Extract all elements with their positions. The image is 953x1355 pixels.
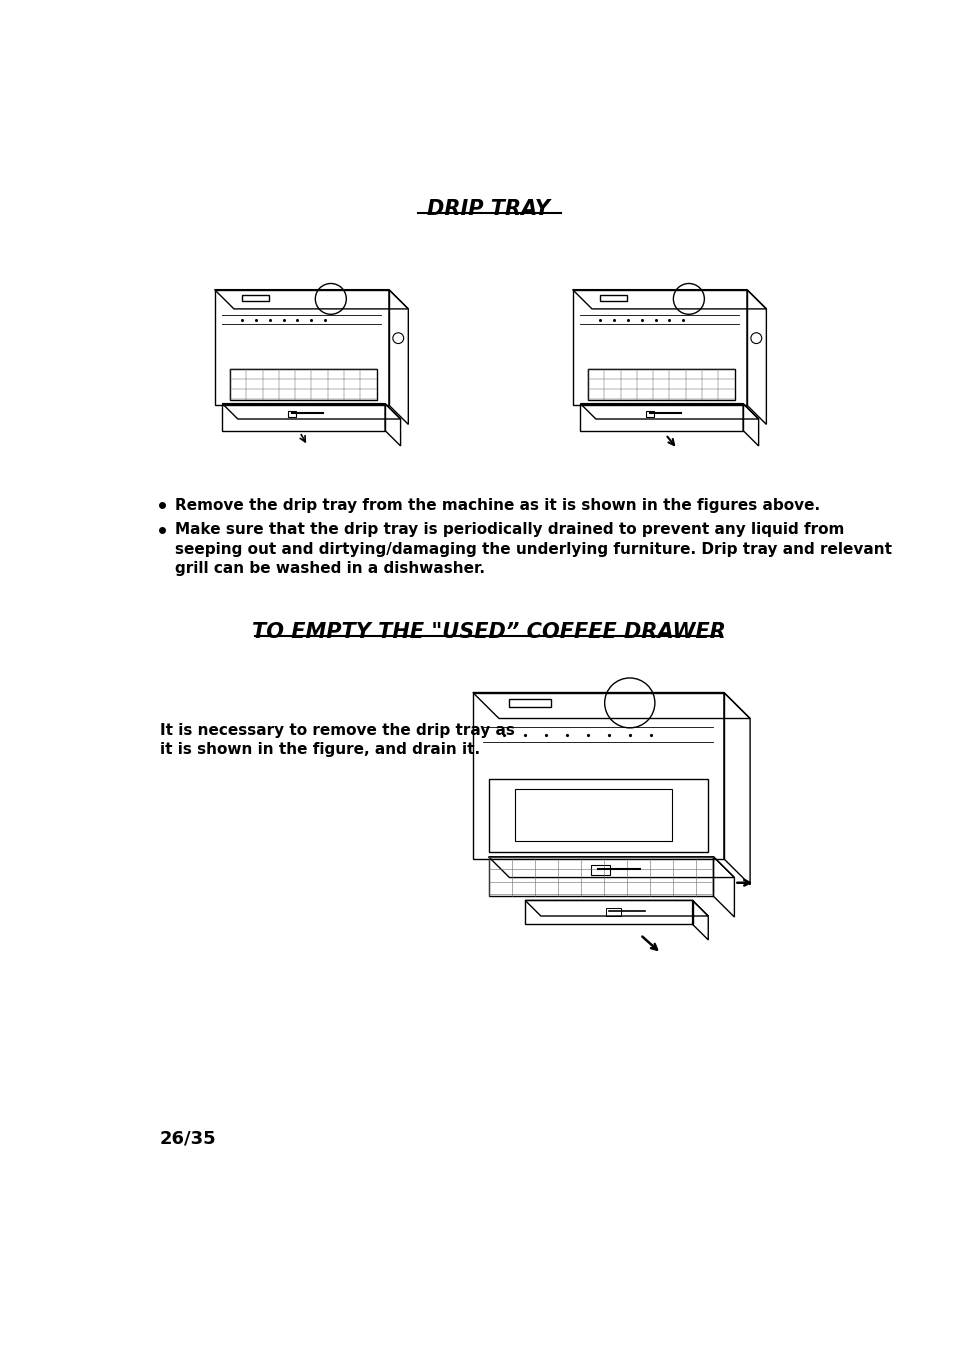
Text: Remove the drip tray from the machine as it is shown in the figures above.: Remove the drip tray from the machine as… xyxy=(174,497,820,512)
Text: It is necessary to remove the drip tray as: It is necessary to remove the drip tray … xyxy=(159,722,514,737)
Text: TO EMPTY THE "USED” COFFEE DRAWER: TO EMPTY THE "USED” COFFEE DRAWER xyxy=(252,622,725,642)
Text: it is shown in the figure, and drain it.: it is shown in the figure, and drain it. xyxy=(159,741,479,757)
Bar xyxy=(288,411,295,417)
Text: DRIP TRAY: DRIP TRAY xyxy=(427,199,550,218)
Text: seeping out and dirtying/damaging the underlying furniture. Drip tray and releva: seeping out and dirtying/damaging the un… xyxy=(174,542,891,557)
Text: grill can be washed in a dishwasher.: grill can be washed in a dishwasher. xyxy=(174,561,484,576)
Bar xyxy=(605,908,620,916)
Text: Make sure that the drip tray is periodically drained to prevent any liquid from: Make sure that the drip tray is periodic… xyxy=(174,523,843,538)
Text: 26/35: 26/35 xyxy=(159,1129,216,1148)
Bar xyxy=(591,864,609,875)
Bar xyxy=(645,411,654,417)
